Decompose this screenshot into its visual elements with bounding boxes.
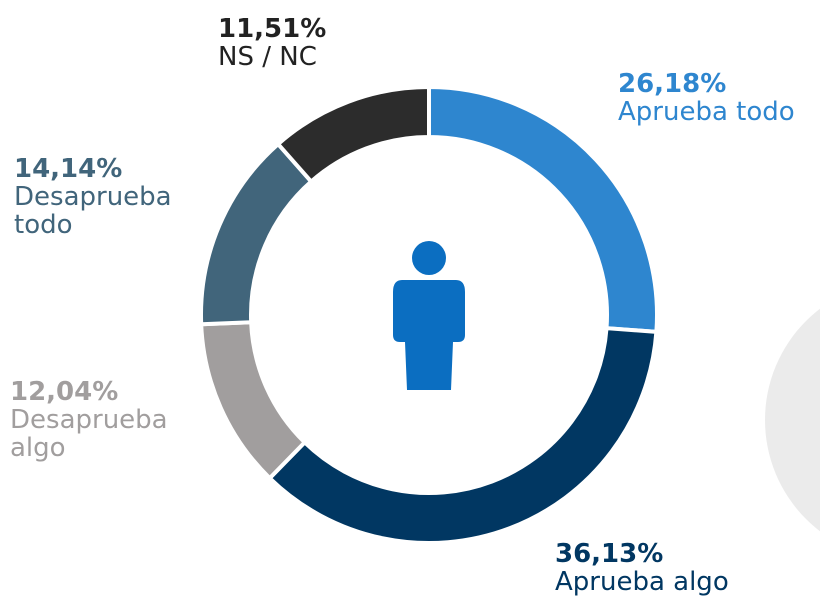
segment-label: 14,14% Desaprueba todo [14, 155, 194, 239]
segment-label: 26,18% Aprueba todo [618, 70, 818, 126]
value-label: 12,04% [10, 377, 119, 407]
donut-segment [199, 141, 315, 327]
value-label: 14,14% [14, 154, 123, 184]
donut-segment [266, 326, 659, 545]
value-label: 36,13% [555, 539, 664, 569]
segment-label: 11,51% NS / NC [218, 15, 378, 71]
category-label: Aprueba algo [555, 567, 729, 597]
category-label: Aprueba todo [618, 97, 795, 127]
category-label: Desaprueba todo [14, 182, 172, 240]
value-label: 26,18% [618, 69, 727, 99]
value-label: 11,51% [218, 14, 327, 44]
donut [199, 84, 659, 545]
person-icon [393, 241, 465, 390]
segment-label: 12,04% Desaprueba algo [10, 378, 190, 462]
donut-segment [199, 320, 308, 481]
segment-label: 36,13% Aprueba algo [555, 540, 775, 596]
donut-segment [275, 84, 431, 185]
background-circle [765, 308, 820, 532]
category-label: Desaprueba algo [10, 405, 168, 463]
category-label: NS / NC [218, 42, 317, 72]
